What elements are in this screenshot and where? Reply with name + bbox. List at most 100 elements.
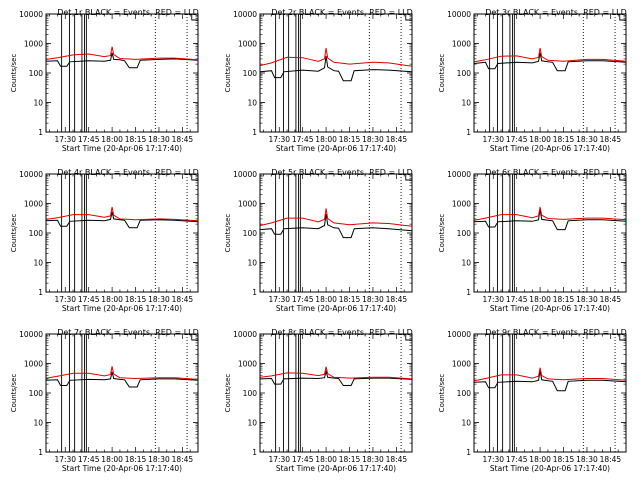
time-marker-bracket [405, 14, 412, 21]
series-line-events [46, 52, 199, 69]
x-tick-label: 18:15 [125, 135, 147, 144]
panel-title: Det 5r BLACK = Events, RED = LLD [271, 168, 413, 177]
y-tick-label: 100 [29, 229, 44, 238]
y-tick-label: 10000 [447, 330, 471, 339]
x-tick-label: 18:30 [148, 455, 170, 464]
plot-frame [45, 173, 199, 293]
y-axis-label: Counts/sec [10, 214, 18, 253]
y-tick-label: 10000 [233, 170, 257, 179]
x-tick-label: 18:45 [600, 295, 622, 304]
x-tick-label: 17:45 [292, 295, 314, 304]
series-line-events [260, 55, 413, 82]
x-tick-label: 17:30 [268, 455, 290, 464]
x-tick-label: 18:00 [101, 455, 123, 464]
x-tick-label: 18:00 [529, 455, 551, 464]
y-tick-label: 10000 [447, 170, 471, 179]
y-axis-label: Counts/sec [10, 54, 18, 93]
panel-title: Det 4r BLACK = Events, RED = LLD [57, 168, 199, 177]
y-tick-label: 10 [33, 419, 43, 428]
x-tick-label: 18:30 [362, 455, 384, 464]
series-line-lld [474, 367, 627, 382]
x-axis-label: Start Time (20-Apr-06 17:17:40) [62, 304, 182, 313]
panel-title: Det 9r BLACK = Events, RED = LLD [485, 328, 627, 337]
y-tick-label: 10 [33, 99, 43, 108]
x-tick-label: 18:15 [339, 455, 361, 464]
y-tick-label: 10000 [19, 170, 43, 179]
y-tick-label: 10 [247, 259, 257, 268]
y-tick-label: 1 [38, 448, 43, 457]
x-tick-label: 18:00 [101, 135, 123, 144]
series-line-lld [46, 366, 199, 380]
x-tick-label: 18:00 [529, 295, 551, 304]
panel-title: Det 2r BLACK = Events, RED = LLD [271, 8, 413, 17]
chart-panel-3: Det 3r BLACK = Events, RED = LLD 1 10 100 10… [438, 8, 627, 153]
x-tick-label: 17:30 [482, 135, 504, 144]
x-axis-label: Start Time (20-Apr-06 17:17:40) [490, 144, 610, 153]
y-tick-label: 1000 [238, 200, 257, 209]
x-tick-label: 17:45 [506, 455, 528, 464]
y-axis-label: Counts/sec [10, 374, 18, 413]
time-marker-bracket [191, 334, 198, 341]
x-axis-label: Start Time (20-Apr-06 17:17:40) [62, 464, 182, 473]
series-line-lld [46, 46, 199, 61]
series-line-events [46, 211, 199, 229]
chart-panel-6: Det 6r BLACK = Events, RED = LLD 1 10 100 10… [438, 168, 627, 313]
y-axis-label: Counts/sec [438, 374, 446, 413]
x-tick-label: 18:30 [576, 455, 598, 464]
y-tick-label: 100 [243, 229, 258, 238]
x-tick-label: 18:15 [339, 135, 361, 144]
x-tick-label: 18:15 [339, 295, 361, 304]
y-tick-label: 1000 [24, 200, 43, 209]
x-tick-label: 17:45 [292, 135, 314, 144]
y-tick-label: 10000 [447, 10, 471, 19]
plot-frame [259, 173, 413, 293]
series-line-events [46, 371, 199, 388]
x-axis-label: Start Time (20-Apr-06 17:17:40) [276, 144, 396, 153]
x-tick-label: 17:30 [54, 295, 76, 304]
x-axis-label: Start Time (20-Apr-06 17:17:40) [490, 464, 610, 473]
plot-frame [473, 333, 627, 453]
series-line-events [474, 370, 627, 392]
y-tick-label: 10000 [233, 330, 257, 339]
y-axis-label: Counts/sec [224, 214, 232, 253]
y-tick-label: 1 [252, 448, 257, 457]
x-tick-label: 18:45 [172, 295, 194, 304]
y-tick-label: 10000 [233, 10, 257, 19]
y-tick-label: 1000 [452, 200, 471, 209]
x-tick-label: 17:30 [482, 455, 504, 464]
y-tick-label: 100 [29, 69, 44, 78]
time-marker-bracket [619, 174, 626, 181]
plot-frame [45, 333, 199, 453]
chart-panel-8: Det 8r BLACK = Events, RED = LLD 1 10 100 10… [224, 328, 413, 473]
y-tick-label: 1 [252, 128, 257, 137]
x-tick-label: 18:30 [362, 135, 384, 144]
x-tick-label: 18:45 [172, 135, 194, 144]
x-tick-label: 17:30 [54, 135, 76, 144]
y-tick-label: 1 [252, 288, 257, 297]
x-tick-label: 18:45 [386, 295, 408, 304]
y-tick-label: 10 [461, 259, 471, 268]
panel-title: Det 8r BLACK = Events, RED = LLD [271, 328, 413, 337]
x-tick-label: 17:45 [506, 135, 528, 144]
y-tick-label: 10 [247, 419, 257, 428]
time-marker-bracket [191, 14, 198, 21]
x-tick-label: 17:45 [506, 295, 528, 304]
y-tick-label: 1000 [238, 40, 257, 49]
y-tick-label: 100 [457, 389, 472, 398]
x-tick-label: 18:15 [125, 455, 147, 464]
x-tick-label: 18:30 [148, 295, 170, 304]
y-tick-label: 1 [38, 128, 43, 137]
y-tick-label: 100 [457, 69, 472, 78]
panel-title: Det 6r BLACK = Events, RED = LLD [485, 168, 627, 177]
time-marker-bracket [619, 334, 626, 341]
x-axis-label: Start Time (20-Apr-06 17:17:40) [62, 144, 182, 153]
y-tick-label: 100 [29, 389, 44, 398]
x-tick-label: 17:45 [78, 455, 100, 464]
chart-panel-1: Det 1r BLACK = Events, RED = LLD 1 10 100 10… [10, 8, 199, 153]
x-tick-label: 18:45 [386, 455, 408, 464]
y-tick-label: 1 [466, 128, 471, 137]
y-tick-label: 100 [243, 69, 258, 78]
x-tick-label: 17:30 [268, 295, 290, 304]
y-tick-label: 10000 [19, 330, 43, 339]
